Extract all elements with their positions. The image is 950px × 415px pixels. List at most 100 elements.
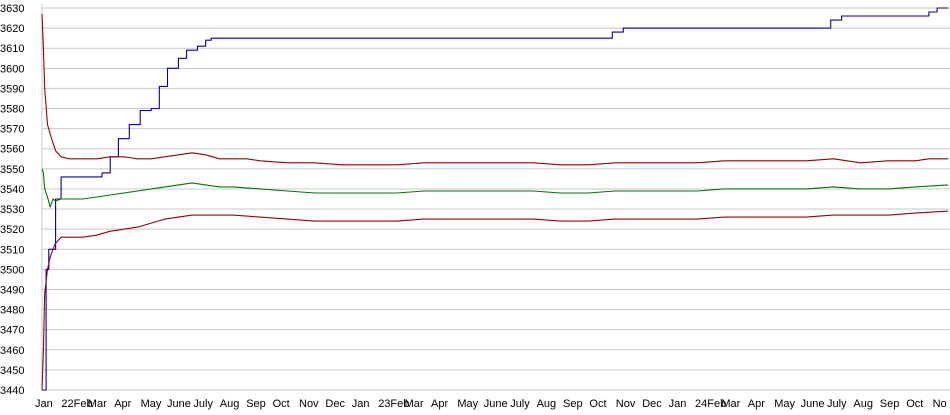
data-point: [560, 192, 561, 193]
y-tick-label: 3490: [0, 284, 24, 296]
x-tick-label: Mar: [88, 398, 107, 410]
data-point: [860, 162, 861, 163]
data-point: [69, 176, 70, 177]
data-point: [69, 158, 70, 159]
data-point: [751, 216, 752, 217]
x-tick-label: Aug: [853, 398, 873, 410]
data-point: [724, 216, 725, 217]
data-point: [47, 269, 48, 270]
x-tick-label: May: [141, 398, 162, 410]
data-point: [52, 249, 53, 250]
data-point: [396, 192, 397, 193]
data-point: [41, 13, 42, 14]
data-point: [805, 160, 806, 161]
data-point: [833, 186, 834, 187]
y-tick-label: 3590: [0, 83, 24, 95]
data-point: [118, 138, 119, 139]
y-tick-label: 3540: [0, 184, 24, 196]
x-tick-label: Jan: [35, 398, 53, 410]
data-point: [110, 194, 111, 195]
data-point: [50, 206, 51, 207]
data-point: [669, 162, 670, 163]
data-point: [123, 229, 124, 230]
data-point: [205, 154, 206, 155]
x-tick-label: July: [193, 398, 213, 410]
data-point: [724, 188, 725, 189]
data-point: [260, 160, 261, 161]
data-point: [69, 237, 70, 238]
data-point: [533, 190, 534, 191]
data-point: [151, 223, 152, 224]
data-point: [47, 196, 48, 197]
data-point: [43, 349, 44, 350]
data-point: [48, 249, 49, 250]
x-tick-label: 23Feb: [378, 398, 409, 410]
x-tick-label: June: [167, 398, 191, 410]
y-axis-labels: 3440 3450 3460 3470 3480 3490 3500 3510 3520 3530…: [0, 3, 24, 397]
data-point: [232, 214, 233, 215]
data-point: [830, 19, 831, 20]
data-point: [560, 221, 561, 222]
data-point: [219, 214, 220, 215]
data-point: [614, 190, 615, 191]
data-point: [140, 110, 141, 111]
data-point: [614, 162, 615, 163]
data-point: [505, 162, 506, 163]
data-point: [819, 28, 820, 29]
data-point: [587, 192, 588, 193]
data-point: [260, 216, 261, 217]
data-point: [369, 221, 370, 222]
data-point: [129, 124, 130, 125]
x-tick-label: Aug: [220, 398, 240, 410]
data-point: [587, 221, 588, 222]
grid-layer: [41, 4, 950, 391]
data-point: [369, 192, 370, 193]
data-point: [151, 158, 152, 159]
data-point: [43, 172, 44, 173]
data-point: [55, 200, 56, 201]
data-point: [696, 219, 697, 220]
data-point: [928, 158, 929, 159]
data-point: [805, 188, 806, 189]
data-point: [41, 389, 42, 390]
data-point: [833, 214, 834, 215]
data-point: [947, 184, 948, 185]
data-point: [55, 198, 56, 199]
data-point: [778, 160, 779, 161]
x-tick-label: June: [801, 398, 825, 410]
x-tick-label: Oct: [589, 398, 606, 410]
data-point: [533, 162, 534, 163]
data-point: [47, 124, 48, 125]
data-point: [96, 158, 97, 159]
data-point: [232, 186, 233, 187]
data-point: [191, 182, 192, 183]
data-point: [45, 269, 46, 270]
data-point: [751, 160, 752, 161]
series-line-green: [41, 168, 949, 208]
data-point: [642, 162, 643, 163]
data-point: [167, 68, 168, 69]
data-point: [164, 186, 165, 187]
data-point: [505, 219, 506, 220]
data-point: [101, 172, 102, 173]
data-point: [82, 176, 83, 177]
data-point: [751, 188, 752, 189]
x-tick-label: June: [484, 398, 508, 410]
data-point: [61, 198, 62, 199]
series-line-red: [41, 13, 948, 166]
data-point: [805, 216, 806, 217]
data-point: [164, 156, 165, 157]
data-point: [947, 7, 948, 8]
data-point: [423, 38, 424, 39]
data-point: [778, 188, 779, 189]
data-point: [423, 162, 424, 163]
data-point: [55, 150, 56, 151]
data-point: [178, 216, 179, 217]
x-tick-label: No: [933, 398, 947, 410]
y-tick-label: 3440: [0, 385, 24, 397]
data-point: [778, 216, 779, 217]
data-point: [887, 160, 888, 161]
data-point: [642, 219, 643, 220]
data-point: [587, 164, 588, 165]
